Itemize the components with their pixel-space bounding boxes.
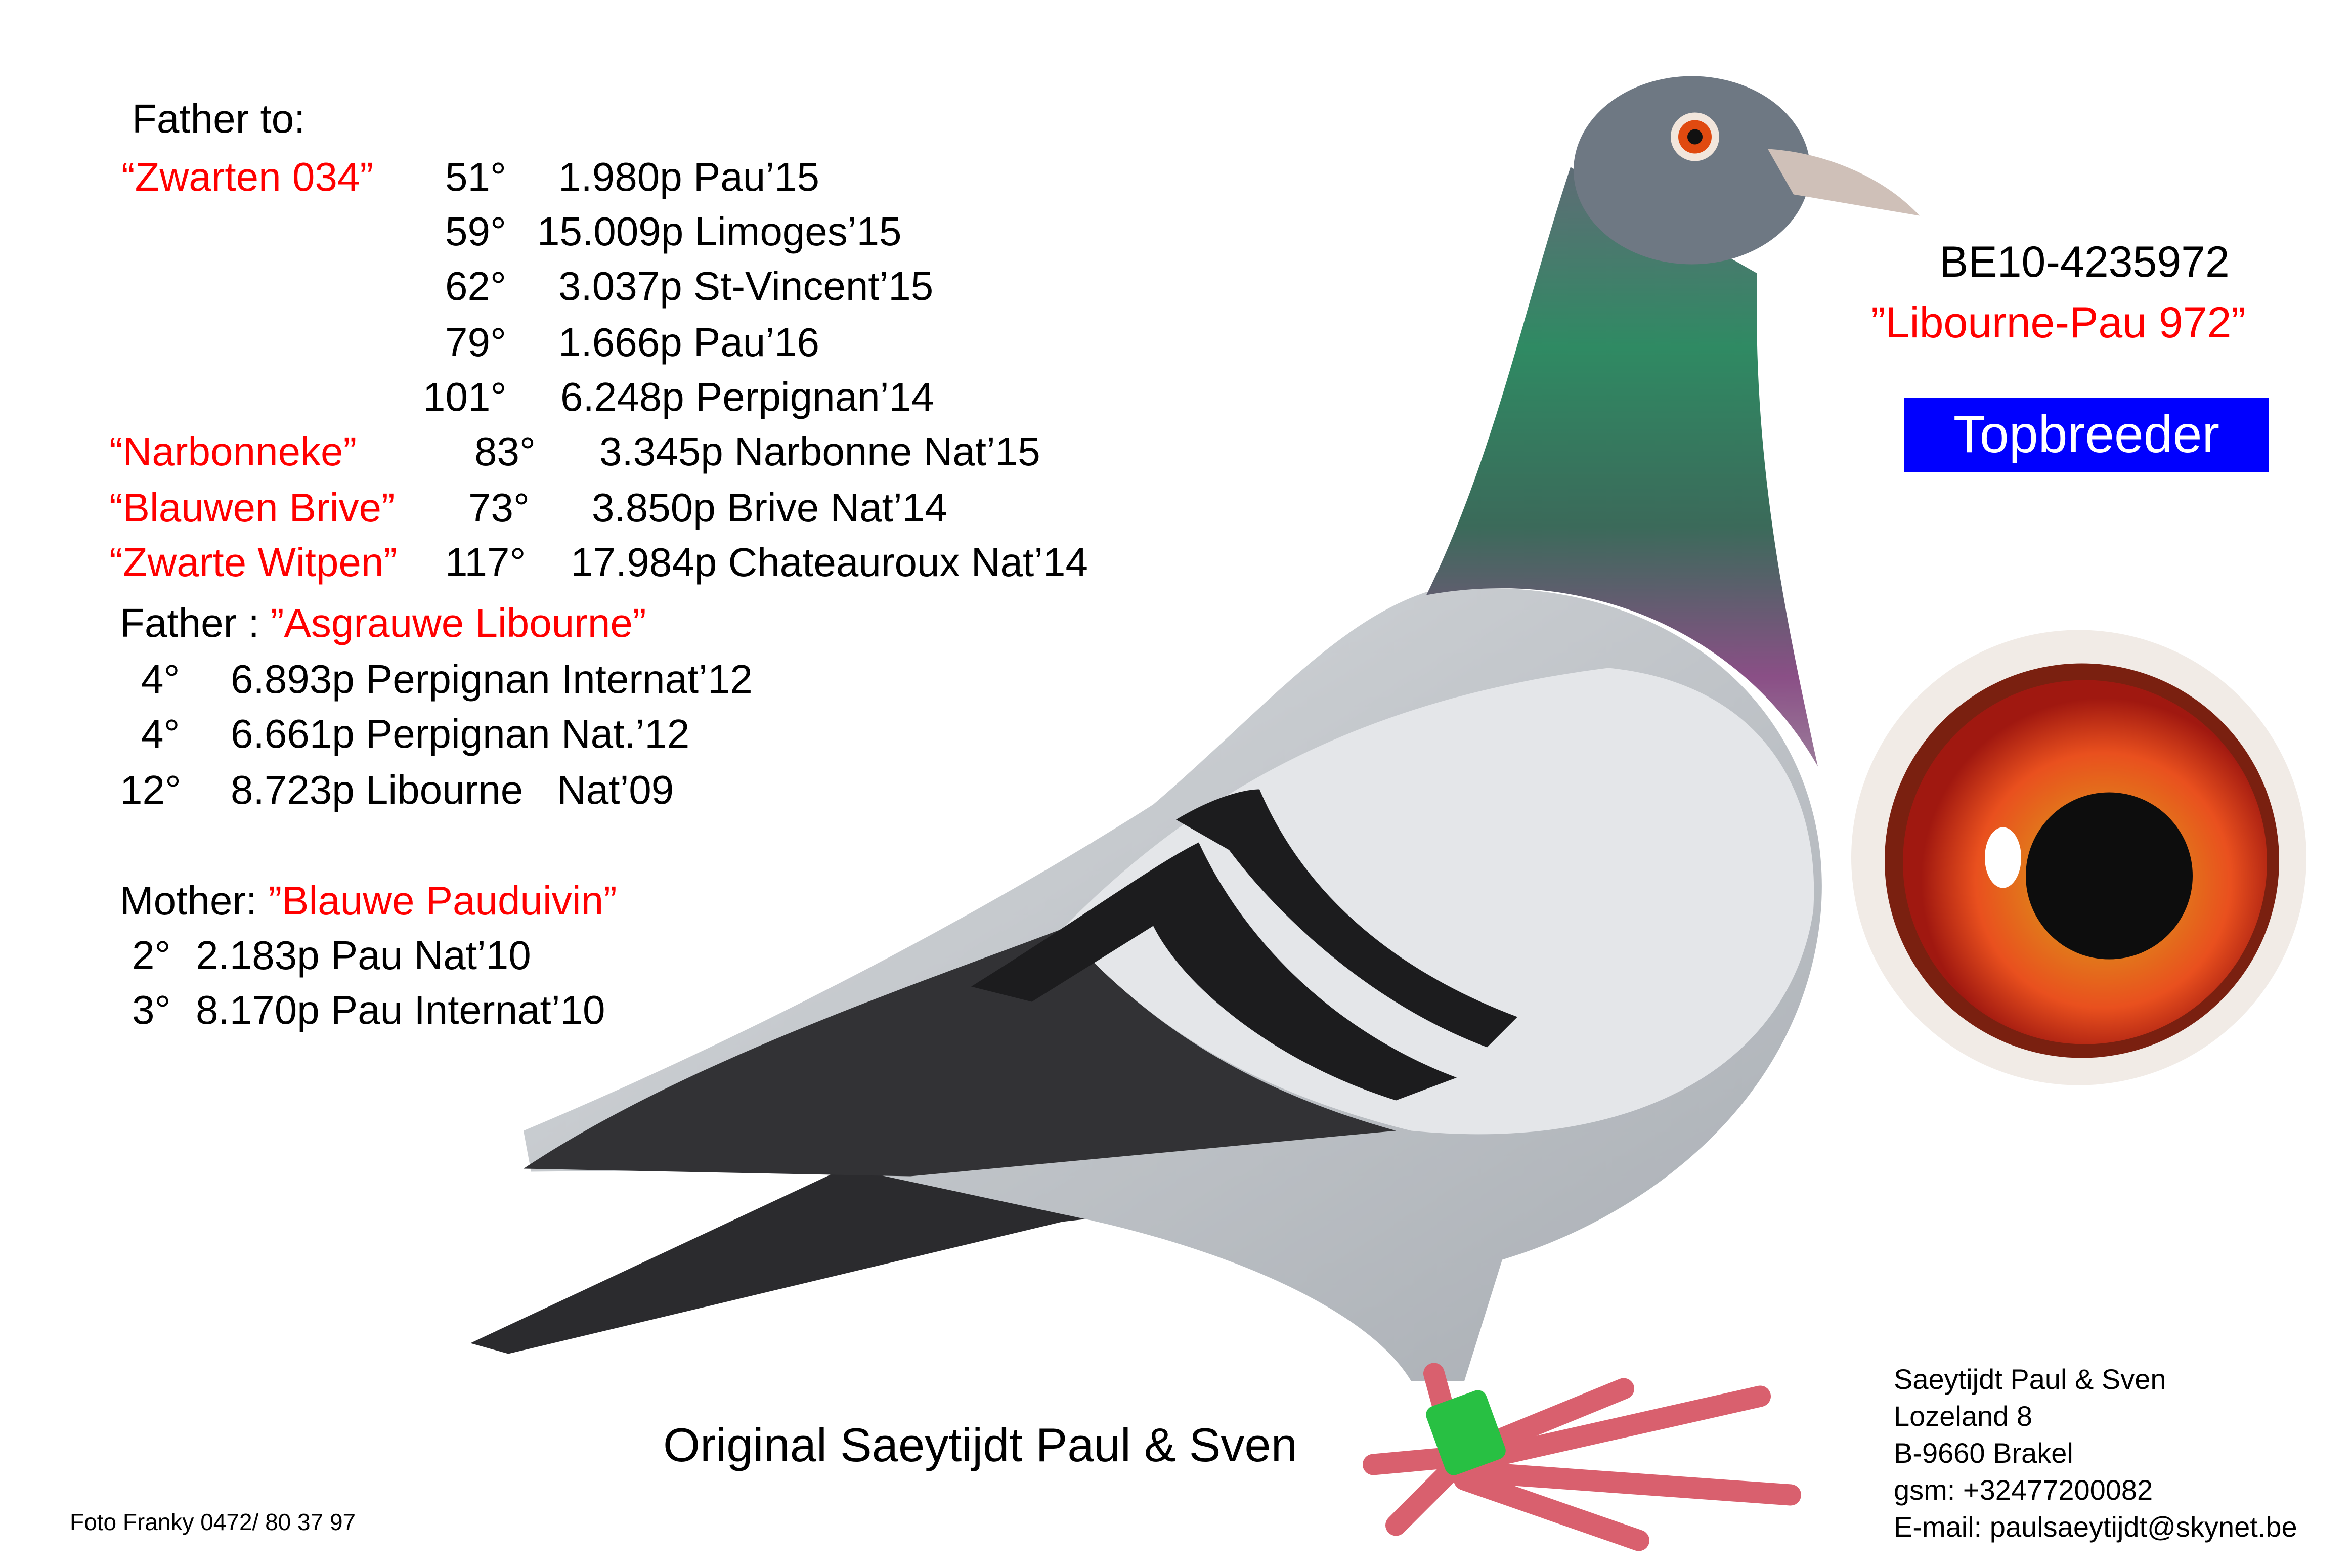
father-rank: 4° [141, 657, 180, 702]
father-label: Father : [120, 600, 271, 645]
father-result: 8.723p Libourne Nat’09 [231, 767, 674, 812]
mother-rank: 2° [132, 933, 171, 978]
mother-label: Mother: [120, 878, 269, 923]
caption: Original Saeytijdt Paul & Sven [663, 1418, 1297, 1471]
ring-number: BE10-4235972 [1939, 238, 2230, 286]
topbreeder-badge: Topbreeder [1904, 398, 2269, 472]
pigeon-name: ”Libourne-Pau 972” [1871, 298, 2246, 347]
father-to-heading: Father to: [132, 96, 306, 141]
offspring-rank: 73° [468, 485, 530, 530]
father-rank: 12° [120, 767, 181, 812]
leg-ring [1426, 1390, 1506, 1475]
father-result: 6.661p Perpignan Nat.’12 [231, 711, 690, 756]
contact-street: Lozeland 8 [1894, 1400, 2033, 1432]
father-result: 6.893p Perpignan Internat’12 [231, 657, 753, 702]
mother-result: 2.183p Pau Nat’10 [196, 933, 531, 978]
offspring-rank: 83° [474, 429, 536, 474]
photo-credit: Foto Franky 0472/ 80 37 97 [70, 1509, 356, 1535]
offspring-name: “Zwarten 034” [121, 154, 373, 199]
father-heading: Father : ”Asgrauwe Libourne” [120, 603, 646, 643]
offspring-result: 1.980p Pau’15 [558, 154, 820, 199]
offspring-rank: 117° [445, 540, 526, 585]
pigeon-wing-primaries [524, 929, 1396, 1177]
pigeon-head [1574, 76, 1810, 265]
mother-result: 8.170p Pau Internat’10 [196, 987, 605, 1032]
pigeon-neck [1426, 167, 1818, 767]
offspring-rank: 51° [445, 154, 506, 199]
offspring-name: “Zwarte Witpen” [109, 540, 397, 585]
offspring-name: “Narbonneke” [109, 429, 357, 474]
offspring-name: “Blauwen Brive” [109, 485, 395, 530]
father-rank: 4° [141, 711, 180, 756]
pigeon-wing-bar [971, 842, 1457, 1101]
eye-closeup [1851, 630, 2306, 1085]
mother-name: ”Blauwe Pauduivin” [268, 878, 617, 923]
pigeon-feet [1363, 1363, 1801, 1551]
contact-gsm: gsm: +32477200082 [1894, 1474, 2153, 1506]
pigeon-wing-bar [1176, 789, 1517, 1048]
pigeon-beak [1768, 149, 1920, 216]
contact-block: Saeytijdt Paul & Sven Lozeland 8 B-9660 … [1894, 1361, 2297, 1545]
offspring-rank: 101° [423, 374, 507, 419]
mother-rank: 3° [132, 987, 171, 1032]
contact-city: B-9660 Brakel [1894, 1437, 2073, 1469]
offspring-result: 15.009p Limoges’15 [537, 209, 902, 254]
contact-email: E-mail: paulsaeytijdt@skynet.be [1894, 1511, 2297, 1543]
offspring-result: 3.345p Narbonne Nat’15 [599, 429, 1040, 474]
father-name: ”Asgrauwe Libourne” [270, 600, 646, 645]
offspring-rank: 79° [445, 320, 506, 365]
contact-name: Saeytijdt Paul & Sven [1894, 1363, 2166, 1395]
mother-heading: Mother: ”Blauwe Pauduivin” [120, 881, 617, 921]
offspring-result: 17.984p Chateauroux Nat’14 [571, 540, 1088, 585]
offspring-result: 1.666p Pau’16 [558, 320, 820, 365]
offspring-result: 3.037p St-Vincent’15 [558, 264, 934, 309]
offspring-rank: 59° [445, 209, 506, 254]
offspring-result: 6.248p Perpignan’14 [560, 374, 934, 419]
offspring-rank: 62° [445, 264, 506, 309]
offspring-result: 3.850p Brive Nat’14 [592, 485, 947, 530]
